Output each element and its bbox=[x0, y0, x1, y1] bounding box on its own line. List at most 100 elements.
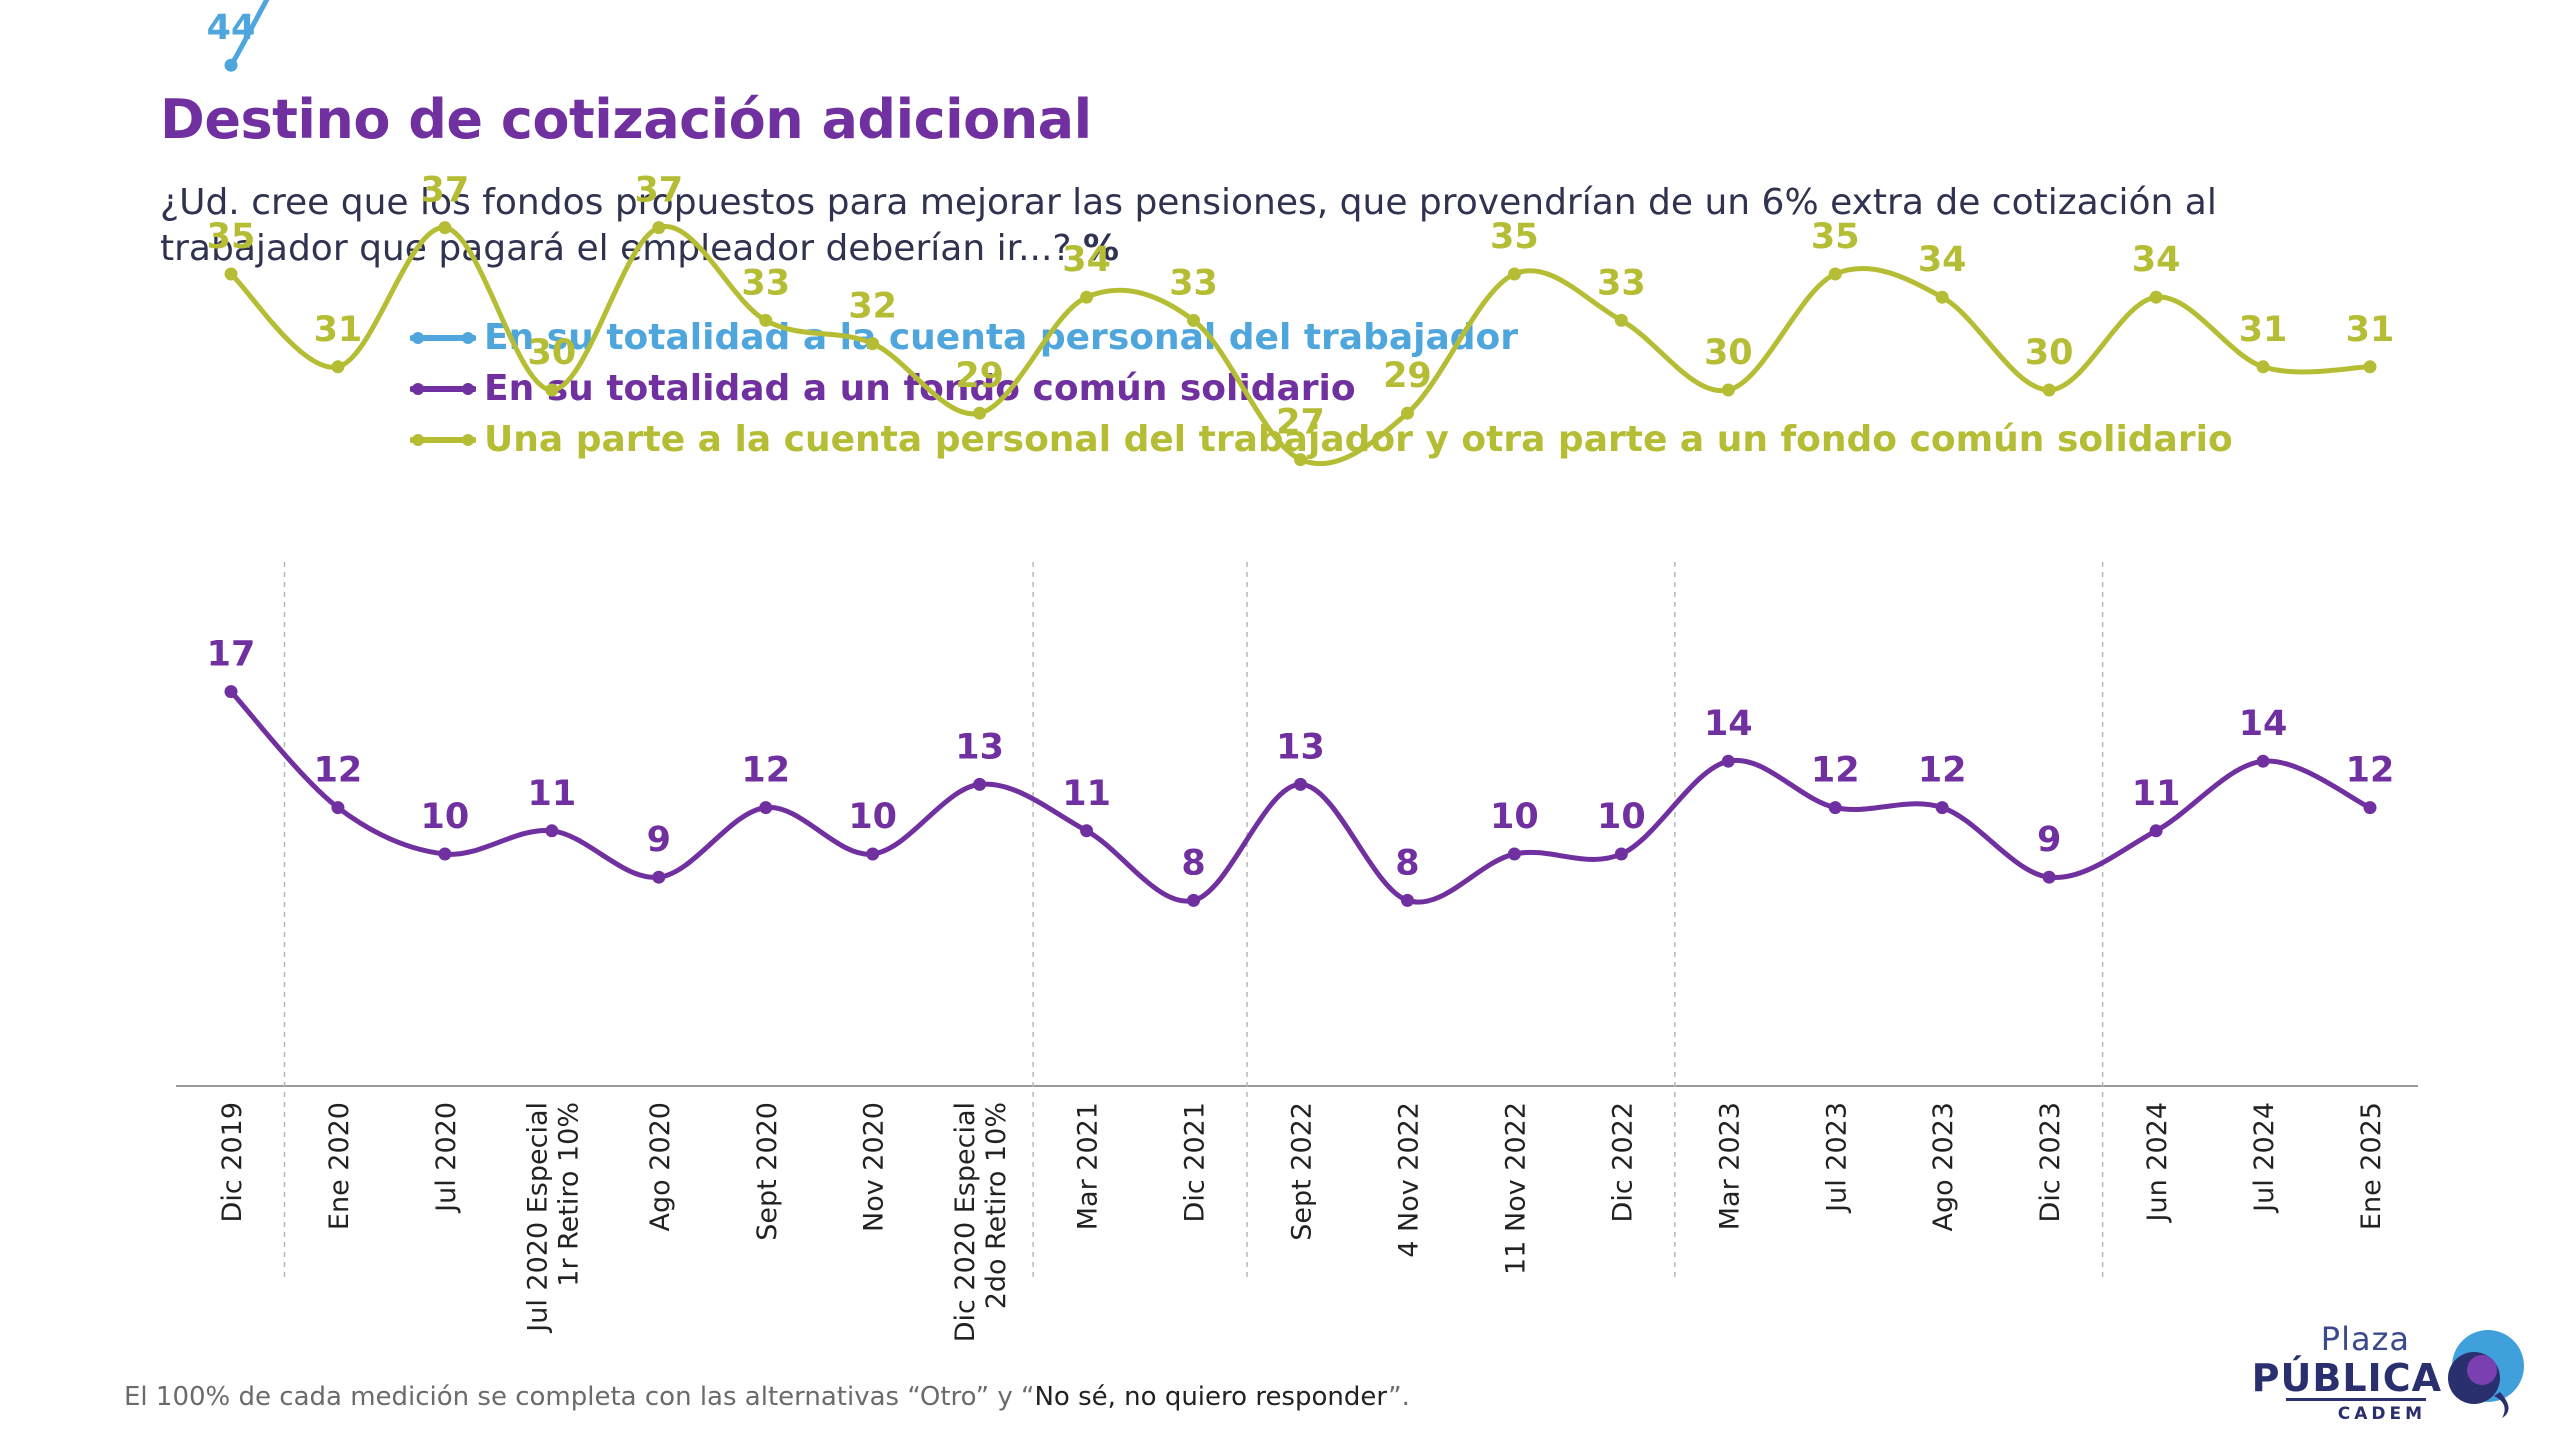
point-fondo-comun-8 bbox=[1080, 824, 1094, 838]
data-label-fondo-comun-11: 8 bbox=[1395, 843, 1419, 883]
data-label-fondo-comun-19: 14 bbox=[2239, 704, 2288, 744]
plaza-publica-cadem-logo: Plaza PÚBLICA CADEM bbox=[2252, 1318, 2530, 1428]
point-fondo-comun-13 bbox=[1614, 847, 1628, 861]
data-label-fondo-comun-9: 8 bbox=[1181, 843, 1205, 883]
data-label-mixto-2: 37 bbox=[421, 171, 470, 211]
data-label-mixto-1: 31 bbox=[314, 310, 363, 350]
point-mixto-11 bbox=[1400, 406, 1414, 420]
point-mixto-3 bbox=[545, 383, 559, 397]
x-tick-label-11: 4 Nov 2022 bbox=[1393, 1102, 1424, 1258]
point-mixto-7 bbox=[973, 406, 987, 420]
point-mixto-2 bbox=[438, 221, 452, 235]
x-tick-label-13: Dic 2022 bbox=[1607, 1102, 1638, 1222]
data-label-fondo-comun-1: 12 bbox=[314, 751, 363, 791]
legend-label-fondo-comun: En su totalidad a un fondo común solidar… bbox=[484, 368, 1356, 409]
point-fondo-comun-12 bbox=[1507, 847, 1521, 861]
data-label-mixto-4: 37 bbox=[634, 171, 683, 211]
logo-text-plaza: Plaza bbox=[2320, 1320, 2410, 1358]
data-label-fondo-comun-16: 12 bbox=[1918, 751, 1967, 791]
data-label-fondo-comun-15: 12 bbox=[1811, 751, 1860, 791]
data-label-mixto-10: 27 bbox=[1276, 403, 1325, 443]
point-mixto-1 bbox=[331, 360, 345, 374]
point-mixto-17 bbox=[2042, 383, 2056, 397]
data-label-fondo-comun-3: 11 bbox=[527, 774, 576, 814]
data-label-fondo-comun-13: 10 bbox=[1597, 797, 1646, 837]
data-label-mixto-18: 34 bbox=[2132, 240, 2181, 280]
x-tick-label-15: Jul 2023 bbox=[1821, 1102, 1852, 1214]
data-label-fondo-comun-18: 11 bbox=[2132, 774, 2181, 814]
point-fondo-comun-4 bbox=[652, 870, 666, 884]
series-line-cuenta-personal bbox=[228, 0, 270, 68]
point-fondo-comun-19 bbox=[2256, 754, 2270, 768]
footnote-prefix: El 100% de cada medición se completa con… bbox=[124, 1382, 1035, 1412]
point-mixto-0 bbox=[224, 267, 238, 281]
data-label-mixto-6: 32 bbox=[848, 287, 897, 327]
point-fondo-comun-18 bbox=[2149, 824, 2163, 838]
data-label-mixto-5: 33 bbox=[741, 263, 790, 303]
data-label-mixto-7: 29 bbox=[955, 356, 1004, 396]
page-title: Destino de cotización adicional bbox=[160, 88, 1092, 151]
data-label-fondo-comun-6: 10 bbox=[848, 797, 897, 837]
data-label-mixto-8: 34 bbox=[1062, 240, 1111, 280]
data-label-fondo-comun-7: 13 bbox=[955, 727, 1004, 767]
x-tick-label-18: Jun 2024 bbox=[2142, 1102, 2173, 1223]
data-label-fondo-comun-8: 11 bbox=[1062, 774, 1111, 814]
footnote-highlight: No sé, no quiero responder bbox=[1034, 1382, 1389, 1412]
point-fondo-comun-0 bbox=[224, 685, 238, 699]
x-tick-label-8: Mar 2021 bbox=[1073, 1102, 1104, 1230]
x-tick-label-0: Dic 2019 bbox=[217, 1102, 248, 1222]
point-mixto-19 bbox=[2256, 360, 2270, 374]
x-tick-label-7: Dic 2020 Especial2do Retiro 10% bbox=[950, 1102, 1012, 1342]
data-label-fondo-comun-14: 14 bbox=[1704, 704, 1753, 744]
data-label-mixto-17: 30 bbox=[2025, 333, 2074, 373]
point-fondo-comun-15 bbox=[1828, 801, 1842, 815]
point-fondo-comun-9 bbox=[1187, 893, 1201, 907]
point-fondo-comun-20 bbox=[2363, 801, 2377, 815]
data-label-mixto-0: 35 bbox=[207, 217, 256, 257]
logo-text-cadem: CADEM bbox=[2337, 1404, 2426, 1424]
x-tick-label-3: Jul 2020 Especial1r Retiro 10% bbox=[522, 1102, 584, 1334]
legend-label-cuenta-personal: En su totalidad a la cuenta personal del… bbox=[484, 317, 1519, 358]
data-label-mixto-16: 34 bbox=[1918, 240, 1967, 280]
survey-question: ¿Ud. cree que los fondos propuestos para… bbox=[160, 180, 2380, 272]
data-label-mixto-14: 30 bbox=[1704, 333, 1753, 373]
chart-legend: En su totalidad a la cuenta personal del… bbox=[410, 312, 2233, 465]
x-tick-label-2: Jul 2020 bbox=[431, 1102, 462, 1214]
unit-label: % bbox=[1082, 228, 1120, 269]
data-label-mixto-12: 35 bbox=[1490, 217, 1539, 257]
point-mixto-5 bbox=[759, 313, 773, 327]
point-fondo-comun-7 bbox=[973, 777, 987, 791]
x-tick-label-16: Ago 2023 bbox=[1928, 1102, 1959, 1231]
data-label-fondo-comun-12: 10 bbox=[1490, 797, 1539, 837]
x-tick-label-12: 11 Nov 2022 bbox=[1500, 1102, 1531, 1275]
point-mixto-8 bbox=[1080, 290, 1094, 304]
data-label-fondo-comun-0: 17 bbox=[207, 635, 256, 675]
data-label-mixto-20: 31 bbox=[2346, 310, 2395, 350]
point-fondo-comun-14 bbox=[1721, 754, 1735, 768]
point-mixto-6 bbox=[866, 337, 880, 351]
x-tick-label-6: Nov 2020 bbox=[859, 1102, 890, 1232]
x-tick-label-19: Jul 2024 bbox=[2249, 1102, 2280, 1214]
x-tick-label-5: Sept 2020 bbox=[752, 1102, 783, 1241]
x-tick-label-1: Ene 2020 bbox=[324, 1102, 355, 1230]
data-label-mixto-13: 33 bbox=[1597, 263, 1646, 303]
data-label-mixto-19: 31 bbox=[2239, 310, 2288, 350]
point-mixto-13 bbox=[1614, 313, 1628, 327]
point-mixto-10 bbox=[1294, 453, 1307, 467]
x-tick-label-17: Dic 2023 bbox=[2035, 1102, 2066, 1222]
x-tick-label-10: Sept 2022 bbox=[1287, 1102, 1318, 1241]
point-mixto-18 bbox=[2149, 290, 2163, 304]
point-cuenta-personal-0 bbox=[224, 58, 238, 72]
point-mixto-12 bbox=[1507, 267, 1521, 281]
point-mixto-20 bbox=[2363, 360, 2377, 374]
question-text: ¿Ud. cree que los fondos propuestos para… bbox=[160, 182, 2217, 269]
point-fondo-comun-2 bbox=[438, 847, 452, 861]
data-label-fondo-comun-17: 9 bbox=[2037, 820, 2061, 860]
logo-mark-icon bbox=[2448, 1330, 2524, 1418]
point-mixto-4 bbox=[652, 221, 666, 235]
logo-underline bbox=[2286, 1398, 2426, 1401]
point-fondo-comun-1 bbox=[331, 801, 345, 815]
point-fondo-comun-5 bbox=[759, 801, 773, 815]
data-label-mixto-9: 33 bbox=[1169, 263, 1218, 303]
point-mixto-15 bbox=[1828, 267, 1842, 281]
